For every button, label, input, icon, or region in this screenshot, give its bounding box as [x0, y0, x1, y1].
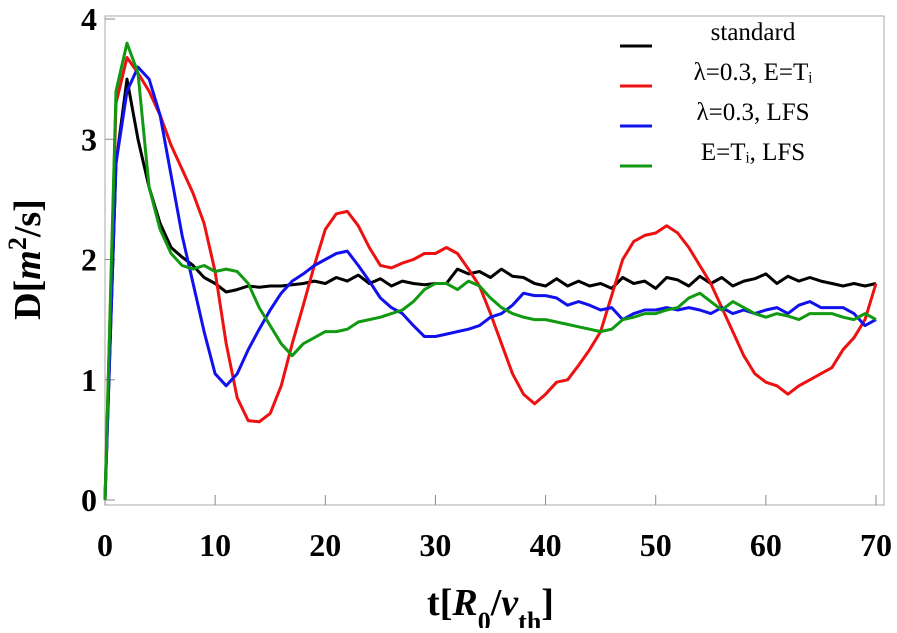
plot-frame	[104, 15, 885, 506]
x-tick-label: 30	[419, 527, 451, 563]
x-axis-label-part: R	[451, 582, 477, 624]
x-axis-label-part: 0	[478, 607, 491, 629]
y-axis-label-part: /s]	[7, 199, 49, 238]
y-axis-label: D[m2/s]	[3, 199, 50, 320]
x-axis-label-part: th	[518, 607, 542, 629]
y-axis-label-part: D[	[7, 280, 49, 320]
legend-label: E=Tᵢ, LFS	[701, 139, 805, 166]
legend-label: λ=0.3, E=Tᵢ	[694, 59, 813, 86]
y-axis-label-part: 2	[3, 237, 32, 250]
y-tick-label: 1	[81, 362, 97, 398]
y-tick-label: 3	[81, 121, 97, 157]
y-tick-label: 2	[81, 242, 97, 278]
legend-label: λ=0.3, LFS	[696, 99, 809, 126]
x-axis-label-part: ]	[541, 582, 554, 624]
x-axis-label-part: v	[501, 582, 519, 624]
x-tick-label: 70	[860, 527, 892, 563]
series-line	[103, 77, 877, 501]
x-tick-label: 60	[750, 527, 782, 563]
x-tick-label: 0	[97, 527, 113, 563]
series-line	[103, 65, 877, 501]
x-axis-label: t[R0/vth]	[427, 582, 554, 628]
y-tick-label: 4	[81, 1, 97, 37]
legend-label: standard	[711, 19, 796, 46]
x-tick-label: 20	[309, 527, 341, 563]
y-tick-label: 0	[81, 482, 97, 518]
x-axis-label-part: t[	[427, 582, 452, 624]
x-tick-label: 10	[199, 527, 231, 563]
x-tick-label: 50	[640, 527, 672, 563]
x-axis-label-part: /	[490, 582, 502, 624]
y-axis-label-part: m	[7, 250, 49, 280]
series-line	[103, 41, 877, 501]
x-tick-label: 40	[530, 527, 562, 563]
